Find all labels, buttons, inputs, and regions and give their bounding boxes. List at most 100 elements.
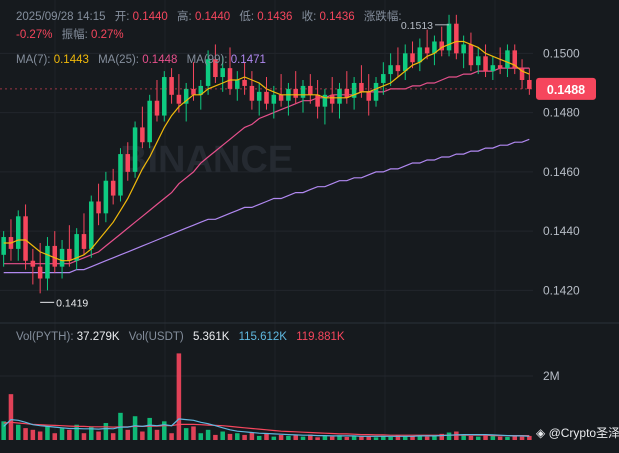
candle-body bbox=[154, 100, 160, 116]
volume-bar bbox=[103, 423, 109, 440]
volume-ma-lines bbox=[3, 418, 530, 437]
candle bbox=[432, 35, 437, 66]
ma99-line bbox=[3, 138, 530, 274]
candle-body bbox=[1, 237, 6, 255]
candle bbox=[264, 77, 269, 110]
candle-body bbox=[461, 44, 466, 54]
open-value: 0.1440 bbox=[132, 11, 168, 23]
high-value: 0.1440 bbox=[194, 11, 231, 23]
candle-body bbox=[271, 94, 277, 104]
volume-bar bbox=[344, 436, 350, 440]
candle bbox=[59, 240, 65, 279]
ma99-value: 0.1471 bbox=[230, 54, 266, 66]
candle bbox=[475, 47, 481, 75]
candle-body bbox=[242, 80, 247, 86]
candle bbox=[402, 44, 408, 80]
candle-body bbox=[191, 88, 196, 95]
candle-body bbox=[162, 77, 167, 116]
candle-body bbox=[329, 94, 335, 104]
ma7-value: 0.1443 bbox=[53, 54, 89, 66]
candle bbox=[162, 71, 167, 122]
volume-bar bbox=[249, 432, 255, 440]
volume-bar bbox=[8, 394, 14, 440]
ma25-label: MA(25): bbox=[98, 54, 139, 66]
close-label: 收: bbox=[301, 11, 317, 23]
candle-body bbox=[140, 127, 145, 143]
price-tick-label: 0.1460 bbox=[543, 165, 580, 179]
candle-body bbox=[402, 53, 408, 72]
candle bbox=[395, 47, 401, 78]
candle bbox=[8, 219, 14, 261]
volume-bar bbox=[402, 436, 408, 440]
candle bbox=[213, 44, 218, 83]
volume-bar bbox=[15, 424, 21, 440]
candle-body bbox=[505, 50, 510, 69]
candle bbox=[410, 41, 415, 69]
high-annotation: 0.1513 bbox=[401, 20, 433, 32]
candle-body bbox=[110, 180, 116, 196]
volume-bar bbox=[446, 432, 452, 440]
volume-bar bbox=[205, 429, 211, 440]
volume-legend: Vol(PYTH): 37.279K Vol(USDT) 5.361K 115.… bbox=[16, 331, 345, 343]
binance-diamond-icon: ◈ bbox=[536, 426, 546, 440]
volume-bar bbox=[337, 435, 342, 440]
volume-bar bbox=[227, 433, 233, 440]
candle-body bbox=[176, 94, 182, 104]
candle bbox=[169, 68, 174, 104]
volume-bar bbox=[359, 436, 364, 440]
candle bbox=[519, 59, 525, 89]
candle bbox=[483, 44, 488, 78]
candle bbox=[366, 74, 371, 116]
volume-bar bbox=[308, 434, 313, 440]
candle-body bbox=[446, 23, 452, 51]
candle bbox=[278, 74, 284, 107]
candle bbox=[300, 80, 306, 113]
volume-bar bbox=[96, 431, 101, 440]
candle bbox=[96, 183, 101, 226]
candle bbox=[89, 195, 94, 258]
candle bbox=[322, 88, 328, 125]
close-value: 0.1436 bbox=[319, 11, 355, 23]
candle-body bbox=[439, 41, 444, 51]
volume-bar bbox=[373, 437, 379, 440]
volume-bar bbox=[45, 426, 50, 440]
candle bbox=[315, 80, 320, 119]
ma-legend: MA(7): 0.1443 MA(25): 0.1448 MA(99): 0.1… bbox=[16, 54, 266, 66]
candle bbox=[417, 38, 423, 72]
volume-tick-label: 2M bbox=[543, 369, 560, 383]
candle bbox=[15, 210, 21, 261]
candle-body bbox=[322, 94, 328, 107]
amplitude-label: 振幅: bbox=[61, 29, 88, 41]
candle bbox=[118, 148, 123, 202]
candle-body bbox=[15, 216, 21, 249]
brand-watermark: BINANCE bbox=[120, 139, 293, 181]
candle bbox=[337, 82, 342, 119]
price-tick-label: 0.1440 bbox=[543, 224, 580, 238]
candle-body bbox=[264, 91, 269, 104]
candle-body bbox=[278, 94, 284, 101]
volume-bar bbox=[1, 421, 6, 440]
volume-bar bbox=[315, 437, 320, 440]
candle bbox=[74, 228, 79, 270]
candle bbox=[388, 53, 393, 86]
candle-body bbox=[30, 260, 36, 267]
candle-body bbox=[351, 82, 357, 98]
candle bbox=[527, 68, 532, 95]
candle bbox=[461, 35, 466, 69]
price-tick-label: 0.1420 bbox=[543, 283, 580, 297]
volume-bar bbox=[30, 429, 36, 440]
volume-bar bbox=[417, 435, 423, 440]
candle-body bbox=[213, 59, 218, 78]
candle bbox=[132, 121, 138, 178]
candle-body bbox=[395, 65, 401, 72]
candle-body bbox=[483, 56, 488, 72]
candle-body bbox=[300, 85, 306, 98]
candle bbox=[227, 47, 233, 95]
ma7-label: MA(7): bbox=[16, 54, 51, 66]
low-value: 0.1436 bbox=[257, 11, 293, 23]
low-label: 低: bbox=[239, 11, 255, 23]
candle-body bbox=[23, 216, 28, 261]
candle bbox=[154, 80, 160, 122]
